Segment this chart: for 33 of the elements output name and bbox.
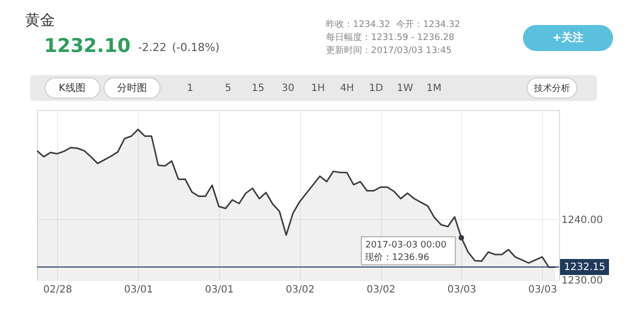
- text: -2.22: [138, 41, 166, 54]
- text: 1: [186, 83, 194, 94]
- text: 5: [224, 83, 232, 94]
- x-tick-label: 02/28: [43, 284, 72, 296]
- text: 分时图: [117, 82, 147, 94]
- x-tick-label: 03/01: [124, 284, 153, 296]
- text: 1W: [396, 83, 414, 94]
- text: 4H: [340, 83, 354, 94]
- x-tick-label: 03/01: [204, 284, 234, 296]
- text: 1D: [368, 83, 384, 94]
- chart-title: 黄金: [25, 11, 55, 29]
- text: 技术分析: [533, 83, 570, 94]
- y-tick-label: 1230.00: [562, 276, 603, 286]
- text: 昨收：1234.32: [326, 19, 390, 30]
- x-tick-label: 03/02: [286, 284, 315, 296]
- text: 15: [252, 83, 264, 94]
- text: 今开：1234.32: [396, 19, 460, 30]
- ref-line-label: 1232.15: [564, 262, 606, 273]
- y-tick-label: 1240.00: [562, 214, 603, 226]
- text: 30: [282, 83, 294, 94]
- annotation: 2017-03-03 00:00: [365, 240, 447, 251]
- text: +关注: [552, 31, 584, 44]
- x-tick-label: 03/03: [528, 284, 558, 296]
- text: 1232.10: [44, 35, 131, 57]
- text: 每日幅度：1231.59 - 1236.28: [326, 32, 455, 43]
- text: 1M: [426, 83, 442, 94]
- text: (-0.18%): [172, 41, 220, 54]
- text: K线图: [58, 82, 86, 94]
- x-tick-label: 03/03: [447, 284, 476, 296]
- text: 1H: [311, 83, 325, 94]
- annotation: 现价：1236.96: [365, 252, 430, 263]
- text: 更新时间：2017/03/03 13:45: [326, 45, 452, 56]
- x-tick-label: 03/02: [366, 284, 396, 296]
